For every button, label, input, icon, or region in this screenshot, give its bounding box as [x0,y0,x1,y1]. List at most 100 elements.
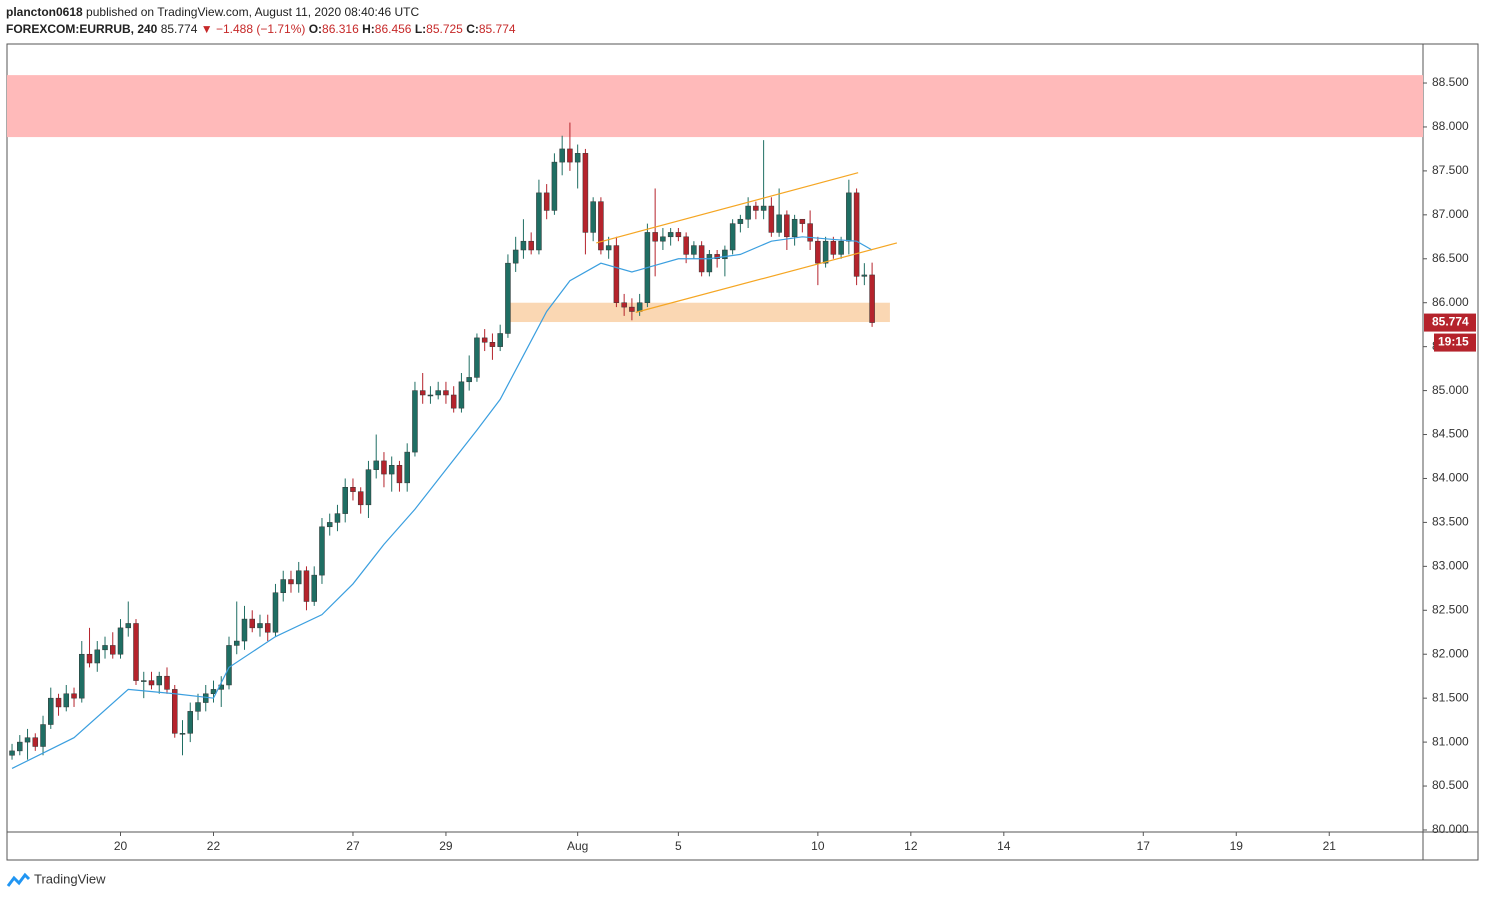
candle-body [784,214,790,238]
candle-body [396,465,403,484]
c-label: C: [466,22,479,36]
channel-line [596,172,859,244]
change: ▼ −1.488 (−1.71%) [200,22,306,36]
publish-info: published on TradingView.com, August 11,… [86,5,420,19]
candle-body [853,192,860,277]
candle-body [257,623,263,629]
candle-body [481,337,488,343]
y-tick-label: 87.500 [1432,163,1469,177]
candle-body [172,689,178,734]
h-value: 86.456 [374,22,412,36]
candle-body [443,390,449,396]
candle-body [288,579,294,585]
candle-body [350,487,356,492]
zone [7,75,1423,138]
zone [508,302,890,323]
candle-body [838,240,844,255]
symbol: FOREXCOM:EURRUB, 240 [6,22,158,36]
candle-body [388,465,395,475]
candle-body [264,623,271,633]
candle-body [543,192,550,211]
l-value: 85.725 [426,22,463,36]
candle-body [94,649,101,664]
candle-body [280,579,286,593]
candle-body [551,161,558,211]
x-tick-label: 22 [207,839,221,853]
y-tick-label: 84.000 [1432,471,1469,485]
candle-body [272,592,279,633]
candle-body [24,737,31,743]
candle-body [846,192,852,242]
o-value: 86.316 [322,22,359,36]
y-tick-label: 81.500 [1432,690,1469,704]
candle-body [48,697,54,725]
candle-body [179,733,186,735]
candle-body [427,394,434,397]
y-tick-label: 82.000 [1432,646,1469,660]
candle-body [249,618,255,629]
candle-body [598,201,604,251]
countdown-label: 19:15 [1438,335,1469,349]
candle-body [791,218,798,238]
candle-body [706,254,713,273]
candle-body [117,627,124,655]
candle-body [520,240,527,251]
candle-body [660,236,666,242]
x-tick-label: 14 [997,839,1011,853]
candle-body [505,262,511,334]
candle-body [745,205,751,220]
candle-body [233,640,240,646]
candle-body [574,153,581,163]
candle-body [195,702,201,712]
last-price-box [1424,313,1476,332]
candle-body [536,192,542,251]
candle-body [776,214,782,233]
h-label: H: [362,22,375,36]
y-tick-label: 80.500 [1432,778,1469,792]
candle-body [342,487,348,514]
candle-body [102,645,108,651]
candle-body [815,240,821,264]
brand-logo [6,872,31,887]
candle-body [404,451,410,484]
candle-body [567,148,573,163]
candle-body [17,741,23,752]
x-tick-label: Aug [567,839,588,853]
candle-body [667,232,674,238]
candle-body [714,254,720,260]
candle-body [164,675,170,690]
last-price: 85.774 [160,22,198,36]
candle-body [474,337,480,378]
candle-body [326,522,333,528]
y-tick-label: 87.000 [1432,207,1469,221]
candle-body [737,218,744,224]
candle-body [412,390,418,453]
y-tick-label: 86.000 [1432,295,1469,309]
x-tick-label: 10 [811,839,825,853]
x-tick-label: 5 [675,839,682,853]
x-tick-label: 17 [1137,839,1151,853]
l-label: L: [414,22,427,36]
candle-body [141,680,147,682]
candle-body [466,377,472,383]
candle-body [497,333,503,347]
y-tick-label: 82.500 [1432,602,1469,616]
candle-body [683,236,689,255]
y-tick-label: 83.500 [1432,515,1469,529]
candle-body [110,645,116,655]
header-line-2: FOREXCOM:EURRUB, 240 85.774 ▼ −1.488 (−1… [6,22,516,36]
axes: 80.000 80.500 81.000 81.500 82.000 82.500 83.0… [114,75,1476,853]
candle-body [63,693,70,708]
candle-body [559,148,565,163]
frame [6,43,1479,861]
countdown-box [1434,333,1476,352]
y-tick-label: 83.000 [1432,559,1469,573]
candle-body [722,249,728,260]
candle-body [9,750,15,756]
candle-body [450,394,457,409]
candle-body [636,302,643,312]
candle-body [202,693,209,703]
candle-body [303,570,310,602]
y-tick-label: 85.000 [1432,383,1469,397]
